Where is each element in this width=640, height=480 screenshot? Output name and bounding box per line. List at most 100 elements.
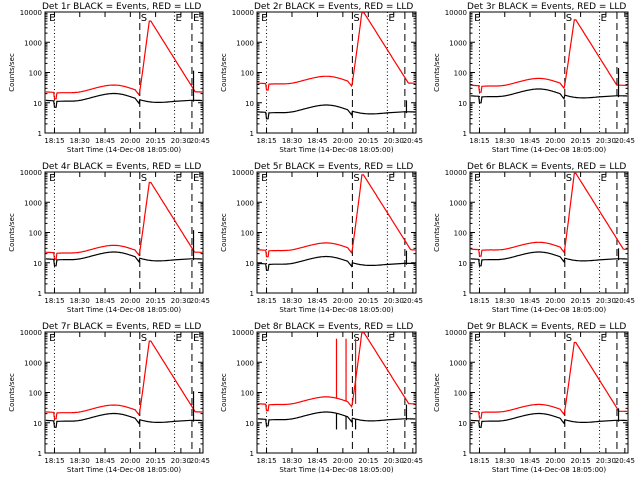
y-axis-label: Counts/sec: [433, 213, 441, 252]
x-tick-label: 20:15: [358, 297, 378, 305]
y-tick-label: 10000: [445, 169, 467, 177]
event-marker-label: S: [353, 13, 359, 24]
y-tick-label: 10000: [232, 329, 254, 337]
x-tick-label: 20:00: [545, 297, 565, 305]
x-tick-label: 18:30: [282, 137, 302, 145]
events-series-line: [470, 251, 628, 267]
x-tick-label: 18:30: [282, 457, 302, 465]
lld-series-line: [470, 341, 628, 419]
lld-series-line: [45, 20, 203, 100]
plot-panel: Det 7r BLACK = Events, RED = LLD 1 10 100 10…: [8, 322, 210, 474]
y-axis-label: Counts/sec: [8, 213, 16, 252]
x-tick-label: 18:45: [95, 137, 115, 145]
y-tick-label: 10: [33, 100, 42, 108]
event-marker-label: E: [193, 13, 199, 24]
y-tick-label: 10: [458, 260, 467, 268]
event-marker-label: E: [388, 333, 394, 344]
event-marker-label: E: [176, 333, 182, 344]
event-marker-label: E: [176, 13, 182, 24]
x-tick-label: 20:15: [358, 137, 378, 145]
y-axis-label: Counts/sec: [8, 53, 16, 92]
y-tick-label: 100: [454, 390, 467, 398]
event-marker-label: S: [566, 13, 572, 24]
x-tick-label: 18:15: [256, 297, 276, 305]
event-marker-label: E: [474, 173, 480, 184]
x-tick-label: 18:15: [469, 137, 489, 145]
plot-title: Det 1r BLACK = Events, RED = LLD: [42, 2, 201, 12]
x-tick-label: 18:30: [282, 297, 302, 305]
y-tick-label: 10: [245, 420, 254, 428]
y-tick-label: 100: [241, 230, 254, 238]
event-marker-label: E: [388, 173, 394, 184]
plot-frame: [469, 331, 629, 454]
x-tick-label: 20:15: [146, 457, 166, 465]
y-tick-label: 10000: [20, 9, 42, 17]
plot-panel: Det 3r BLACK = Events, RED = LLD 1 10 100 10…: [433, 2, 635, 154]
plot-title: Det 6r BLACK = Events, RED = LLD: [467, 162, 626, 172]
x-tick-label: 20:45: [615, 137, 635, 145]
x-tick-label: 20:15: [571, 457, 591, 465]
x-axis-label: Start Time (14-Dec-08 18:05:00): [279, 306, 393, 314]
x-tick-label: 20:30: [596, 137, 616, 145]
x-tick-label: 20:00: [333, 137, 353, 145]
y-tick-label: 1000: [24, 359, 42, 367]
x-tick-label: 20:30: [171, 297, 191, 305]
x-tick-label: 20:45: [190, 137, 210, 145]
lld-series-line: [45, 181, 203, 260]
y-tick-label: 1000: [449, 199, 467, 207]
x-tick-label: 20:30: [171, 137, 191, 145]
x-tick-label: 20:45: [403, 297, 423, 305]
event-marker-label: E: [601, 13, 607, 24]
event-marker-label: E: [193, 333, 199, 344]
x-tick-label: 18:45: [520, 297, 540, 305]
plot-panel: Det 2r BLACK = Events, RED = LLD 1 10 100 10…: [220, 2, 423, 154]
plot-panel: Det 6r BLACK = Events, RED = LLD 1 10 100 10…: [433, 162, 635, 314]
events-series-line: [257, 104, 416, 120]
x-tick-label: 20:45: [615, 297, 635, 305]
x-tick-label: 20:30: [384, 457, 404, 465]
x-axis-label: Start Time (14-Dec-08 18:05:00): [67, 466, 181, 474]
x-tick-label: 18:15: [256, 137, 276, 145]
y-tick-label: 10000: [232, 169, 254, 177]
event-marker-label: S: [141, 13, 147, 24]
y-tick-label: 10: [245, 100, 254, 108]
plot-frame: [256, 11, 417, 134]
event-marker-label: E: [176, 173, 182, 184]
y-tick-label: 1: [250, 290, 254, 298]
x-tick-label: 20:45: [190, 457, 210, 465]
x-tick-label: 20:30: [171, 457, 191, 465]
y-tick-label: 1000: [24, 199, 42, 207]
event-marker-label: E: [49, 173, 55, 184]
event-marker-label: E: [193, 173, 199, 184]
x-tick-label: 20:00: [120, 457, 140, 465]
events-series-line: [470, 88, 628, 104]
y-tick-label: 1: [38, 130, 42, 138]
event-marker-label: E: [261, 13, 267, 24]
event-marker-label: E: [388, 13, 394, 24]
y-tick-label: 100: [454, 230, 467, 238]
event-marker-label: S: [566, 333, 572, 344]
x-tick-label: 18:45: [95, 297, 115, 305]
x-tick-label: 18:45: [307, 137, 327, 145]
y-tick-label: 10: [33, 260, 42, 268]
y-tick-label: 1000: [24, 39, 42, 47]
plot-title: Det 4r BLACK = Events, RED = LLD: [42, 162, 201, 172]
x-tick-label: 20:00: [333, 457, 353, 465]
plot-panel: Det 8r BLACK = Events, RED = LLD 1 10 100 10…: [220, 322, 423, 474]
x-tick-label: 18:15: [256, 457, 276, 465]
events-series-line: [45, 412, 203, 428]
x-tick-label: 20:15: [571, 137, 591, 145]
y-tick-label: 100: [29, 230, 42, 238]
y-tick-label: 1000: [449, 39, 467, 47]
plot-frame: [44, 11, 204, 134]
plot-title: Det 5r BLACK = Events, RED = LLD: [254, 162, 413, 172]
plot-title: Det 8r BLACK = Events, RED = LLD: [254, 322, 413, 332]
x-tick-label: 18:30: [495, 457, 515, 465]
y-tick-label: 1: [463, 130, 467, 138]
y-tick-label: 1000: [236, 359, 254, 367]
lld-series-line: [257, 174, 416, 258]
y-tick-label: 1: [463, 450, 467, 458]
x-tick-label: 20:15: [146, 297, 166, 305]
x-axis-label: Start Time (14-Dec-08 18:05:00): [67, 146, 181, 154]
